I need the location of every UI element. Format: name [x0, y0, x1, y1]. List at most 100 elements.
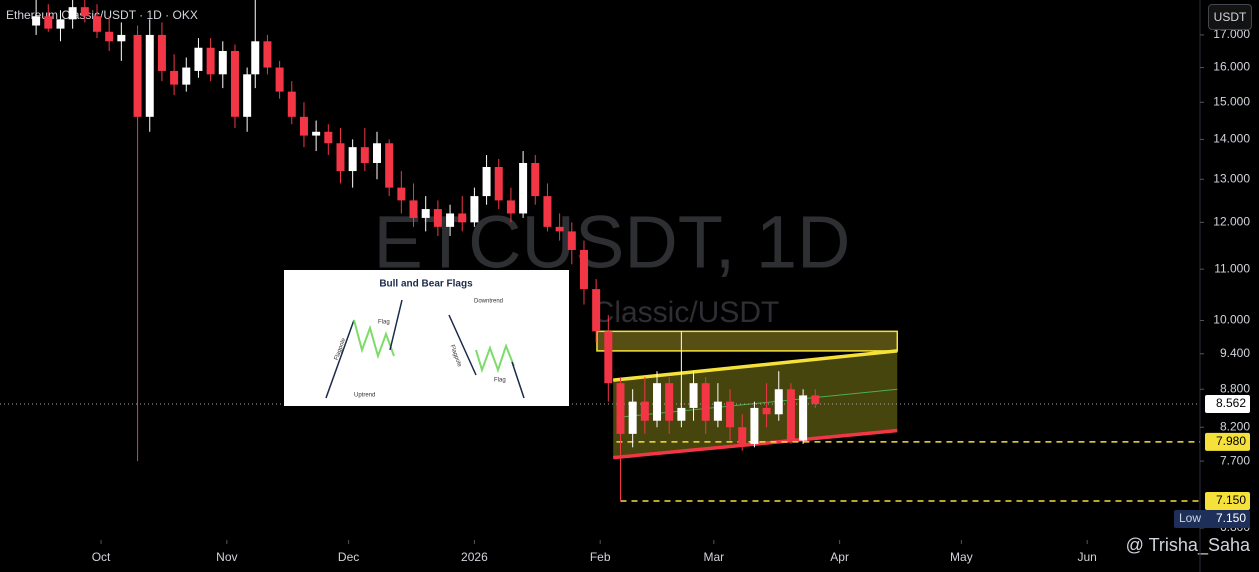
inset-label: Flagpole — [334, 337, 348, 361]
candle-body — [324, 131, 333, 144]
candle-body — [32, 16, 41, 26]
x-tick-label: Nov — [216, 550, 237, 564]
candle-body — [373, 143, 382, 163]
bull-breakout — [389, 299, 403, 351]
candle-body — [689, 383, 698, 408]
candle-body — [409, 200, 418, 218]
inset-title: Bull and Bear Flags — [379, 279, 473, 290]
candle-body — [243, 74, 252, 117]
candle-body — [44, 16, 53, 29]
candle-body — [360, 147, 369, 163]
inset-label: Flag — [378, 320, 390, 326]
candle-body — [299, 116, 308, 136]
candle-body — [579, 249, 588, 290]
channel-fill — [613, 350, 898, 458]
channel-upper — [613, 349, 898, 382]
inset-label: Uptrend — [354, 393, 375, 399]
candle-body — [555, 226, 564, 232]
x-tick-label: Jun — [1078, 550, 1097, 564]
candle-body — [117, 34, 126, 42]
candle-body — [494, 167, 503, 201]
candle-body — [604, 331, 613, 384]
candle-body — [762, 407, 771, 415]
candle-body — [56, 19, 65, 29]
candle-body — [230, 50, 239, 117]
y-tick-label: 8.200 — [1220, 419, 1250, 433]
candle-body — [385, 143, 394, 188]
candle-body — [726, 401, 735, 428]
candle-body — [170, 70, 179, 85]
x-tick-label: Mar — [703, 550, 724, 564]
bear-breakout — [511, 361, 525, 399]
inset-label: Downtrend — [474, 299, 503, 305]
x-tick-label: Dec — [338, 550, 359, 564]
price-badge-label: 8.562 — [1216, 396, 1246, 410]
price-badge — [1205, 395, 1250, 414]
x-tick-label: Oct — [92, 550, 111, 564]
candle-body — [506, 200, 515, 214]
candle-body — [470, 196, 479, 223]
x-tick-label: May — [950, 550, 973, 564]
candle-body — [458, 213, 467, 223]
candle-body — [206, 47, 215, 75]
candle-body — [677, 407, 686, 421]
candle-body — [640, 401, 649, 421]
y-tick-label: 8.800 — [1220, 381, 1250, 395]
candle-body — [653, 383, 662, 421]
candle-body — [251, 41, 260, 75]
candle-body — [105, 31, 114, 42]
low-badge — [1174, 509, 1250, 528]
candle-body — [799, 395, 808, 441]
candle-body — [68, 7, 77, 20]
candle-body — [336, 143, 345, 172]
candle-body — [312, 131, 321, 136]
price-badge-label: 7.980 — [1216, 434, 1246, 448]
bull-flag-shape — [353, 319, 395, 360]
candle-body — [92, 16, 101, 32]
candle-body — [738, 427, 747, 444]
candle-body — [543, 196, 552, 227]
candle-body — [750, 407, 759, 444]
candle-body — [194, 47, 203, 71]
bear-pole — [448, 314, 477, 376]
drawings — [596, 330, 1200, 502]
candle-body — [616, 383, 625, 434]
channel-lower — [613, 428, 898, 460]
inset-label: Flagpole — [449, 344, 463, 368]
candle-body — [157, 34, 166, 71]
x-tick-label: 2026 — [461, 550, 488, 564]
candle-body — [701, 383, 710, 421]
currency-button[interactable]: USDT — [1208, 4, 1252, 30]
price-badge — [1205, 432, 1250, 451]
x-tick-label: Feb — [590, 550, 611, 564]
candle-body — [567, 231, 576, 250]
low-badge-name: Low — [1179, 511, 1201, 525]
credit: @ Trisha_Saha — [1126, 535, 1251, 556]
candle-body — [482, 167, 491, 197]
candle-body — [531, 162, 540, 197]
y-tick-label: 13.000 — [1213, 171, 1250, 185]
candle-body — [811, 395, 820, 405]
candle-body — [786, 389, 795, 441]
low-badge-label: 7.150 — [1216, 511, 1246, 525]
y-tick-label: 15.000 — [1213, 94, 1250, 108]
inset-label: Flag — [494, 378, 506, 384]
candle-body — [348, 147, 357, 172]
y-tick-label: 10.000 — [1213, 313, 1250, 327]
candle-body — [263, 41, 272, 68]
bull-pole — [325, 319, 355, 399]
y-tick-label: 17.000 — [1213, 27, 1250, 41]
candle-body — [421, 209, 430, 218]
resistance-zone — [596, 330, 899, 352]
candle-body — [80, 7, 89, 17]
candle-body — [275, 67, 284, 92]
candle-body — [628, 401, 637, 434]
price-badge-label: 7.150 — [1216, 493, 1246, 507]
price-badge — [1205, 491, 1250, 510]
y-tick-label: 11.000 — [1214, 261, 1250, 275]
watermark-sub: Classic/USDT — [593, 296, 780, 329]
chart-title: Ethereum Classic/USDT · 1D · OKX — [6, 8, 198, 22]
y-tick-label: 16.000 — [1213, 60, 1250, 74]
candle-body — [446, 213, 455, 227]
